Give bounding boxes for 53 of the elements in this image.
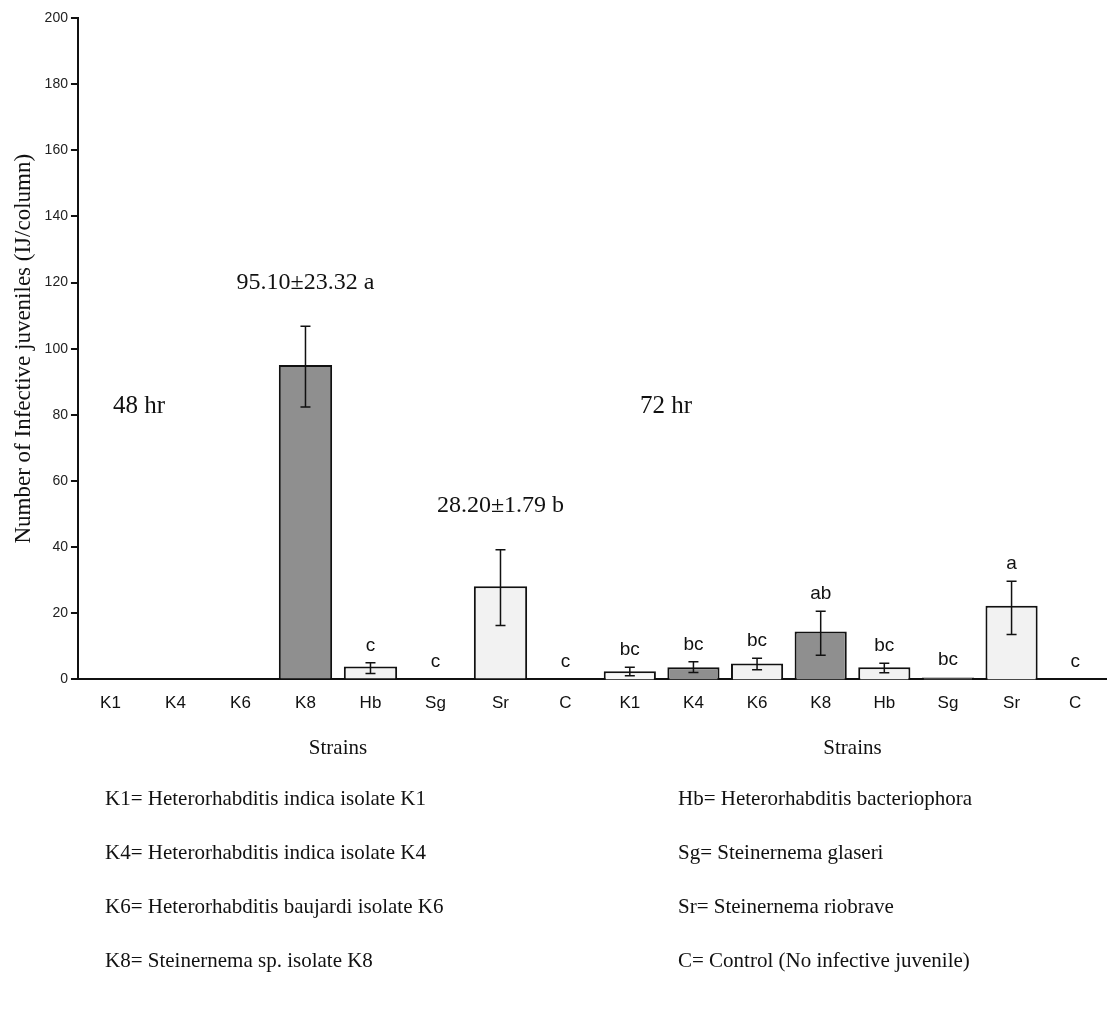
- y-axis-title: Number of Infective juveniles (IJ/column): [9, 153, 35, 544]
- x-tick-label: K1: [619, 693, 641, 713]
- x-tick-label: Sg: [425, 693, 446, 713]
- text: K8= Steinernema sp. isolate K8: [105, 947, 374, 974]
- data-label: 28.20±1.79 b: [436, 491, 565, 518]
- data-label: bc: [619, 637, 640, 659]
- y-tick-label: 40: [52, 537, 69, 554]
- data-label: c: [1070, 650, 1080, 672]
- data-label: c: [560, 650, 571, 672]
- data-label: bc: [937, 648, 958, 670]
- y-tick-label: 180: [44, 75, 69, 91]
- data-label: c: [365, 633, 376, 655]
- y-tick-label: 0: [60, 670, 69, 687]
- text: 72 hr: [640, 391, 693, 419]
- x-tick-label: K8: [295, 693, 316, 713]
- x-tick-label: K6: [230, 693, 251, 713]
- text: 48 hr: [112, 391, 166, 419]
- data-label: a: [1006, 551, 1018, 573]
- y-tick-label: 20: [52, 604, 69, 621]
- x-tick-label: K4: [165, 693, 186, 713]
- text: K4= Heterorhabditis indica isolate K4: [105, 839, 427, 866]
- y-tick-label: 160: [44, 141, 69, 158]
- text: K1= Heterorhabditis indica isolate K1: [105, 785, 427, 812]
- data-label: c: [430, 650, 441, 672]
- data-label: bc: [874, 633, 895, 655]
- x-axis-title: Strains: [308, 734, 368, 759]
- x-tick-label: Hb: [873, 693, 896, 713]
- x-tick-label: K6: [746, 693, 768, 713]
- x-tick-label: K4: [683, 693, 704, 713]
- data-label: ab: [810, 582, 832, 604]
- text: K6= Heterorhabditis baujardi isolate K6: [105, 893, 445, 920]
- y-tick-label: 200: [44, 8, 69, 25]
- y-tick-label: 140: [44, 207, 69, 224]
- x-axis-title: Strains: [823, 734, 882, 759]
- y-tick-label: 100: [44, 339, 69, 356]
- data-label: 95.10±23.32 a: [236, 267, 375, 294]
- x-tick-label: K8: [810, 693, 832, 713]
- x-tick-label: Sr: [491, 693, 510, 713]
- data-label: bc: [747, 628, 768, 650]
- text: C= Control (No infective juvenile): [678, 947, 971, 974]
- text: Hb= Heterorhabditis bacteriophora: [678, 785, 974, 812]
- x-tick-label: C: [1069, 693, 1082, 713]
- x-tick-label: Sg: [937, 693, 959, 713]
- x-tick-label: C: [559, 693, 572, 713]
- y-tick-label: 80: [52, 405, 69, 422]
- y-tick-label: 120: [44, 273, 69, 290]
- text: Sg= Steinernema glaseri: [678, 839, 885, 866]
- data-label: bc: [683, 632, 704, 654]
- x-tick-label: K1: [100, 693, 121, 713]
- x-tick-label: Hb: [359, 693, 382, 713]
- x-tick-label: Sr: [1003, 693, 1021, 713]
- y-tick-label: 60: [52, 471, 69, 488]
- text: Sr= Steinernema riobrave: [678, 893, 895, 920]
